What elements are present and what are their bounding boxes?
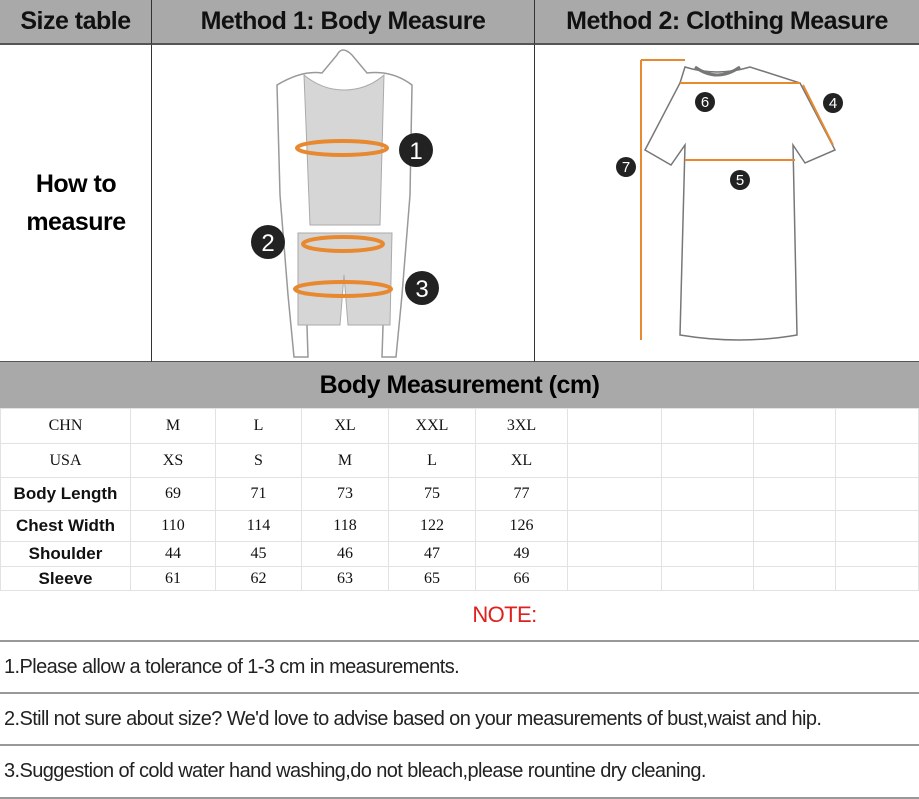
table-cell: L — [215, 408, 302, 444]
clothing-marker-5: 5 — [736, 172, 744, 189]
empty-cell — [753, 443, 836, 478]
table-cell: XL — [475, 443, 568, 478]
empty-cell — [835, 541, 919, 567]
header-method-2: Method 2: Clothing Measure — [535, 0, 919, 45]
row-label: CHN — [0, 408, 131, 444]
table-row: CHN M L XL XXL 3XL — [0, 408, 919, 444]
row-label: Sleeve — [0, 566, 131, 591]
empty-cell — [661, 477, 754, 511]
table-cell: XXL — [388, 408, 476, 444]
row-label: USA — [0, 443, 131, 478]
empty-cell — [661, 510, 754, 542]
row-label: Chest Width — [0, 510, 131, 542]
empty-cell — [661, 541, 754, 567]
body-marker-3: 3 — [415, 276, 428, 303]
table-cell: 3XL — [475, 408, 568, 444]
table-cell: 46 — [301, 541, 389, 567]
table-cell: 122 — [388, 510, 476, 542]
section-title: Body Measurement (cm) — [0, 362, 919, 408]
empty-cell — [567, 541, 662, 567]
clothing-marker-6: 6 — [701, 94, 709, 111]
empty-cell — [753, 408, 836, 444]
empty-cell — [661, 443, 754, 478]
note-item-1: 1.Please allow a tolerance of 1-3 cm in … — [0, 642, 919, 694]
how-to-measure-label: How to measure — [0, 165, 152, 241]
body-measure-illustration: 1 2 3 — [152, 45, 535, 362]
clothing-measure-illustration: 4 5 6 7 — [535, 45, 919, 362]
table-row: Body Length 69 71 73 75 77 — [0, 477, 919, 511]
size-table: CHN M L XL XXL 3XL USA XS S M L XL Body Length 69 71 73… — [0, 408, 919, 591]
empty-cell — [567, 477, 662, 511]
table-cell: 73 — [301, 477, 389, 511]
empty-cell — [661, 408, 754, 444]
table-cell: XL — [301, 408, 389, 444]
table-row: Chest Width 110 114 118 122 126 — [0, 510, 919, 542]
how-line-1: How to — [35, 170, 117, 198]
table-cell: 45 — [215, 541, 302, 567]
table-cell: 65 — [388, 566, 476, 591]
clothing-marker-4: 4 — [829, 95, 837, 112]
table-row: Sleeve 61 62 63 65 66 — [0, 566, 919, 591]
empty-cell — [661, 566, 754, 591]
table-cell: 47 — [388, 541, 476, 567]
table-cell: 63 — [301, 566, 389, 591]
how-to-measure-cell — [0, 45, 152, 362]
body-marker-1: 1 — [409, 138, 422, 165]
how-line-2: measure — [26, 208, 126, 236]
table-cell: 62 — [215, 566, 302, 591]
empty-cell — [753, 566, 836, 591]
empty-cell — [835, 443, 919, 478]
table-cell: 77 — [475, 477, 568, 511]
table-cell: 49 — [475, 541, 568, 567]
empty-cell — [567, 408, 662, 444]
table-cell: M — [301, 443, 389, 478]
empty-cell — [567, 566, 662, 591]
note-title: NOTE: — [0, 590, 919, 642]
row-label: Shoulder — [0, 541, 131, 567]
row-label: Body Length — [0, 477, 131, 511]
table-cell: 71 — [215, 477, 302, 511]
empty-cell — [835, 477, 919, 511]
table-cell: 110 — [130, 510, 216, 542]
table-row: Shoulder 44 45 46 47 49 — [0, 541, 919, 567]
table-cell: 61 — [130, 566, 216, 591]
table-cell: L — [388, 443, 476, 478]
table-cell: 75 — [388, 477, 476, 511]
table-cell: 66 — [475, 566, 568, 591]
note-item-3: 3.Suggestion of cold water hand washing,… — [0, 746, 919, 799]
table-cell: 69 — [130, 477, 216, 511]
note-item-2: 2.Still not sure about size? We'd love t… — [0, 694, 919, 746]
table-cell: XS — [130, 443, 216, 478]
table-cell: 118 — [301, 510, 389, 542]
table-cell: M — [130, 408, 216, 444]
header-size-table: Size table — [0, 0, 152, 45]
table-cell: 114 — [215, 510, 302, 542]
table-cell: 126 — [475, 510, 568, 542]
empty-cell — [567, 443, 662, 478]
table-cell: S — [215, 443, 302, 478]
empty-cell — [753, 477, 836, 511]
body-marker-2: 2 — [261, 230, 274, 257]
empty-cell — [835, 566, 919, 591]
table-cell: 44 — [130, 541, 216, 567]
empty-cell — [753, 541, 836, 567]
clothing-marker-7: 7 — [622, 159, 630, 176]
empty-cell — [835, 510, 919, 542]
empty-cell — [835, 408, 919, 444]
empty-cell — [753, 510, 836, 542]
empty-cell — [567, 510, 662, 542]
table-row: USA XS S M L XL — [0, 443, 919, 478]
header-method-1: Method 1: Body Measure — [152, 0, 535, 45]
